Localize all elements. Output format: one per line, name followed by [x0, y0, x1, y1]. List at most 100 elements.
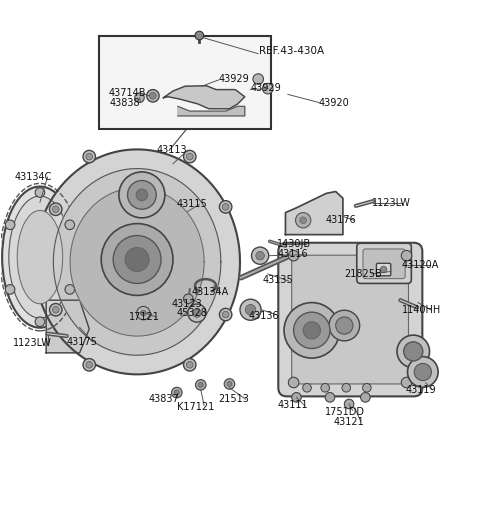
Circle shape: [321, 384, 329, 392]
Circle shape: [135, 93, 144, 103]
Circle shape: [65, 284, 74, 294]
Bar: [99, 35, 271, 129]
Polygon shape: [178, 106, 245, 116]
Circle shape: [198, 383, 203, 387]
Text: 43714B: 43714B: [108, 88, 146, 98]
Circle shape: [188, 304, 206, 322]
Text: 43176: 43176: [325, 215, 356, 225]
Circle shape: [362, 384, 371, 392]
Text: 1123LW: 1123LW: [12, 338, 51, 348]
Circle shape: [284, 303, 339, 358]
Text: 43120A: 43120A: [402, 260, 439, 270]
Circle shape: [288, 377, 299, 388]
Text: 17121: 17121: [129, 312, 160, 322]
Circle shape: [414, 363, 432, 380]
FancyBboxPatch shape: [376, 263, 391, 276]
Text: 43134A: 43134A: [191, 287, 228, 297]
Circle shape: [49, 203, 62, 215]
Polygon shape: [46, 300, 89, 353]
Circle shape: [136, 189, 148, 201]
Circle shape: [183, 359, 196, 371]
Circle shape: [101, 224, 173, 295]
Circle shape: [119, 172, 165, 218]
Circle shape: [183, 151, 196, 163]
Circle shape: [227, 381, 232, 386]
Circle shape: [147, 90, 159, 102]
Circle shape: [83, 359, 96, 371]
Circle shape: [186, 153, 193, 160]
Circle shape: [408, 357, 438, 387]
Circle shape: [222, 203, 229, 210]
Text: REF.43-430A: REF.43-430A: [259, 46, 324, 56]
Ellipse shape: [2, 186, 78, 327]
FancyBboxPatch shape: [292, 255, 408, 384]
Circle shape: [49, 304, 62, 316]
Circle shape: [401, 250, 412, 261]
Circle shape: [253, 74, 264, 84]
Circle shape: [329, 310, 360, 341]
Circle shape: [137, 306, 150, 320]
Circle shape: [288, 250, 299, 261]
Circle shape: [296, 213, 311, 228]
Text: 43136: 43136: [249, 311, 279, 321]
Text: 43135: 43135: [263, 275, 294, 284]
Text: 45328: 45328: [177, 308, 208, 318]
Circle shape: [128, 181, 156, 209]
Circle shape: [245, 305, 256, 315]
Circle shape: [171, 387, 182, 398]
Circle shape: [183, 294, 193, 304]
Circle shape: [224, 379, 235, 389]
Circle shape: [35, 188, 45, 197]
Circle shape: [219, 308, 232, 321]
Text: 43920: 43920: [319, 98, 350, 107]
Text: 43837: 43837: [148, 394, 179, 404]
Text: K17121: K17121: [177, 402, 214, 412]
Polygon shape: [53, 169, 221, 355]
Polygon shape: [163, 86, 245, 109]
Text: 43134C: 43134C: [15, 172, 52, 182]
Text: 43119: 43119: [405, 385, 436, 394]
Circle shape: [35, 317, 45, 326]
Circle shape: [240, 299, 261, 320]
FancyBboxPatch shape: [357, 243, 411, 283]
Circle shape: [404, 342, 423, 361]
Circle shape: [292, 392, 301, 402]
Text: 43929: 43929: [218, 74, 249, 84]
Circle shape: [150, 92, 156, 99]
Circle shape: [401, 377, 412, 388]
Circle shape: [344, 399, 354, 409]
Circle shape: [86, 153, 93, 160]
Circle shape: [186, 361, 193, 368]
Circle shape: [5, 220, 15, 229]
Polygon shape: [70, 188, 204, 336]
Text: 21513: 21513: [218, 394, 249, 404]
Circle shape: [303, 322, 321, 339]
FancyBboxPatch shape: [363, 249, 405, 279]
Circle shape: [360, 392, 370, 402]
Circle shape: [303, 384, 312, 392]
Ellipse shape: [9, 196, 71, 318]
FancyBboxPatch shape: [278, 243, 422, 397]
Ellipse shape: [17, 210, 63, 304]
Circle shape: [325, 392, 335, 402]
Circle shape: [141, 310, 146, 316]
Text: 1751DD: 1751DD: [325, 407, 365, 417]
Circle shape: [263, 84, 273, 94]
Text: 43115: 43115: [177, 199, 207, 210]
Circle shape: [5, 284, 15, 294]
Circle shape: [52, 206, 59, 213]
Text: 1140HH: 1140HH: [402, 305, 441, 315]
Circle shape: [294, 312, 330, 349]
Circle shape: [195, 31, 204, 40]
Text: 43116: 43116: [277, 249, 308, 259]
Circle shape: [300, 217, 307, 224]
Circle shape: [222, 311, 229, 318]
Text: 21825B: 21825B: [344, 269, 382, 279]
Circle shape: [125, 248, 149, 271]
Polygon shape: [34, 149, 240, 374]
Polygon shape: [286, 192, 343, 235]
Text: 43838: 43838: [110, 98, 141, 107]
Text: 43929: 43929: [251, 83, 281, 93]
Circle shape: [195, 379, 206, 390]
Circle shape: [256, 251, 264, 260]
